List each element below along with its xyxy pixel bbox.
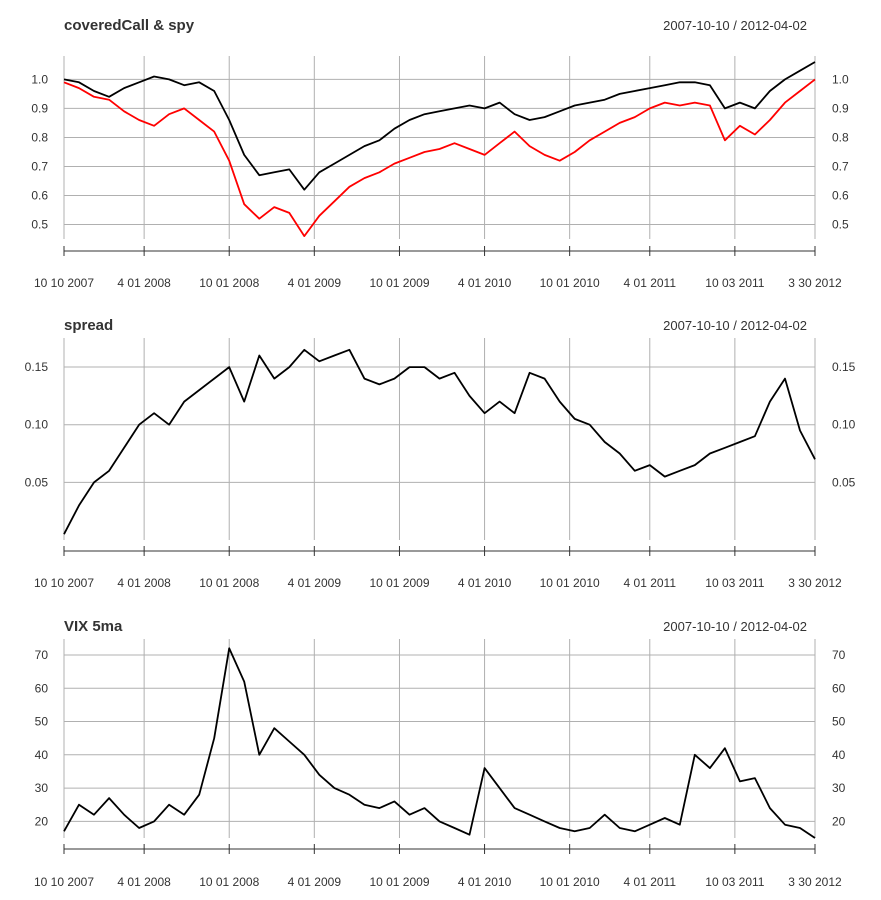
x-tick-label: 4 01 2010 bbox=[458, 576, 512, 590]
x-tick-label: 10 10 2007 bbox=[34, 276, 94, 290]
y-tick-label: 0.5 bbox=[832, 217, 849, 231]
panel-title: spread bbox=[64, 317, 113, 334]
y-tick-label: 0.6 bbox=[31, 188, 48, 202]
x-tick-label: 10 01 2008 bbox=[199, 875, 259, 889]
panel-date-range: 2007-10-10 / 2012-04-02 bbox=[663, 318, 807, 333]
x-tick-label: 10 01 2010 bbox=[540, 576, 600, 590]
y-tick-label: 0.8 bbox=[832, 130, 849, 144]
y-tick-label: 0.7 bbox=[31, 159, 48, 173]
y-tick-label: 0.6 bbox=[832, 188, 849, 202]
x-tick-label: 10 01 2010 bbox=[540, 276, 600, 290]
x-axis: 10 10 2007 4 01 2008 10 01 2008 4 01 2009 10… bbox=[34, 246, 842, 290]
x-tick-label: 4 01 2008 bbox=[117, 276, 171, 290]
y-tick-labels-left: 70 60 50 40 30 20 bbox=[35, 648, 49, 828]
grid bbox=[63, 639, 816, 838]
y-tick-label: 0.9 bbox=[832, 101, 849, 115]
y-tick-label: 1.0 bbox=[832, 72, 849, 86]
x-tick-label: 4 01 2011 bbox=[624, 576, 677, 590]
y-tick-label: 30 bbox=[35, 781, 49, 795]
x-tick-label: 4 01 2009 bbox=[288, 576, 342, 590]
y-tick-labels-right: 0.15 0.10 0.05 bbox=[832, 360, 856, 489]
y-tick-label: 0.7 bbox=[832, 159, 849, 173]
grid bbox=[63, 338, 816, 540]
x-tick-label: 10 10 2007 bbox=[34, 875, 94, 889]
series-line-coveredcall bbox=[63, 61, 816, 191]
x-tick-label: 10 01 2009 bbox=[369, 576, 429, 590]
y-tick-label: 0.05 bbox=[25, 475, 49, 489]
panel-title: coveredCall & spy bbox=[64, 17, 195, 34]
series-group bbox=[63, 61, 816, 238]
x-tick-label: 4 01 2009 bbox=[288, 875, 342, 889]
y-tick-label: 60 bbox=[35, 681, 49, 695]
grid bbox=[63, 56, 816, 239]
y-tick-label: 0.10 bbox=[25, 418, 49, 432]
x-tick-label: 4 01 2009 bbox=[288, 276, 342, 290]
series-line-spread bbox=[63, 348, 816, 535]
y-tick-labels-left: 1.0 0.9 0.8 0.7 0.6 0.5 bbox=[31, 72, 48, 231]
x-tick-label: 3 30 2012 bbox=[788, 576, 842, 590]
x-tick-label: 4 01 2011 bbox=[624, 276, 677, 290]
x-tick-label: 10 01 2010 bbox=[540, 875, 600, 889]
y-tick-labels-right: 70 60 50 40 30 20 bbox=[832, 648, 846, 828]
y-tick-label: 0.15 bbox=[832, 360, 856, 374]
y-tick-label: 50 bbox=[35, 715, 49, 729]
y-tick-label: 20 bbox=[35, 814, 49, 828]
y-tick-label: 0.8 bbox=[31, 130, 48, 144]
y-tick-labels-left: 0.15 0.10 0.05 bbox=[25, 360, 49, 489]
y-tick-label: 70 bbox=[35, 648, 49, 662]
series-line-vix-5ma bbox=[63, 647, 816, 839]
series-group bbox=[63, 348, 816, 535]
y-tick-label: 0.05 bbox=[832, 475, 856, 489]
x-tick-label: 3 30 2012 bbox=[788, 875, 842, 889]
y-tick-label: 40 bbox=[35, 748, 49, 762]
y-tick-label: 30 bbox=[832, 781, 846, 795]
x-tick-label: 10 03 2011 bbox=[705, 875, 764, 889]
panel-coveredcall-spy: coveredCall & spy 2007-10-10 / 2012-04-0… bbox=[31, 17, 849, 290]
y-tick-label: 0.9 bbox=[31, 101, 48, 115]
y-tick-labels-right: 1.0 0.9 0.8 0.7 0.6 0.5 bbox=[832, 72, 849, 231]
x-tick-label: 10 01 2008 bbox=[199, 576, 259, 590]
series-line-spy bbox=[63, 78, 816, 238]
y-tick-label: 60 bbox=[832, 681, 846, 695]
panel-date-range: 2007-10-10 / 2012-04-02 bbox=[663, 18, 807, 33]
x-tick-label: 3 30 2012 bbox=[788, 276, 842, 290]
panel-spread: spread 2007-10-10 / 2012-04-02 0.150.100… bbox=[25, 317, 856, 590]
panel-title: VIX 5ma bbox=[64, 618, 123, 635]
x-tick-label: 10 10 2007 bbox=[34, 576, 94, 590]
series-group bbox=[63, 647, 816, 839]
y-tick-label: 0.5 bbox=[31, 217, 48, 231]
y-tick-label: 70 bbox=[832, 648, 846, 662]
x-tick-label: 4 01 2008 bbox=[117, 875, 171, 889]
y-tick-label: 0.15 bbox=[25, 360, 49, 374]
x-axis: 10 10 2007 4 01 2008 10 01 2008 4 01 2009 10… bbox=[34, 844, 842, 889]
y-tick-label: 1.0 bbox=[31, 72, 48, 86]
x-tick-label: 10 01 2009 bbox=[369, 276, 429, 290]
x-tick-label: 4 01 2011 bbox=[624, 875, 677, 889]
x-tick-label: 10 03 2011 bbox=[705, 576, 764, 590]
y-tick-label: 40 bbox=[832, 748, 846, 762]
x-tick-label: 10 01 2008 bbox=[199, 276, 259, 290]
x-tick-label: 4 01 2010 bbox=[458, 276, 512, 290]
y-tick-label: 50 bbox=[832, 715, 846, 729]
panel-vix-5ma: VIX 5ma 2007-10-10 / 2012-04-02 70 60 50 40… bbox=[34, 618, 846, 889]
x-tick-label: 10 01 2009 bbox=[369, 875, 429, 889]
x-tick-label: 10 03 2011 bbox=[705, 276, 764, 290]
panel-date-range: 2007-10-10 / 2012-04-02 bbox=[663, 619, 807, 634]
x-tick-label: 4 01 2008 bbox=[117, 576, 171, 590]
y-tick-label: 20 bbox=[832, 814, 846, 828]
x-tick-label: 4 01 2010 bbox=[458, 875, 512, 889]
x-axis: 10 10 2007 4 01 2008 10 01 2008 4 01 2009 10… bbox=[34, 546, 842, 590]
y-tick-label: 0.10 bbox=[832, 418, 856, 432]
